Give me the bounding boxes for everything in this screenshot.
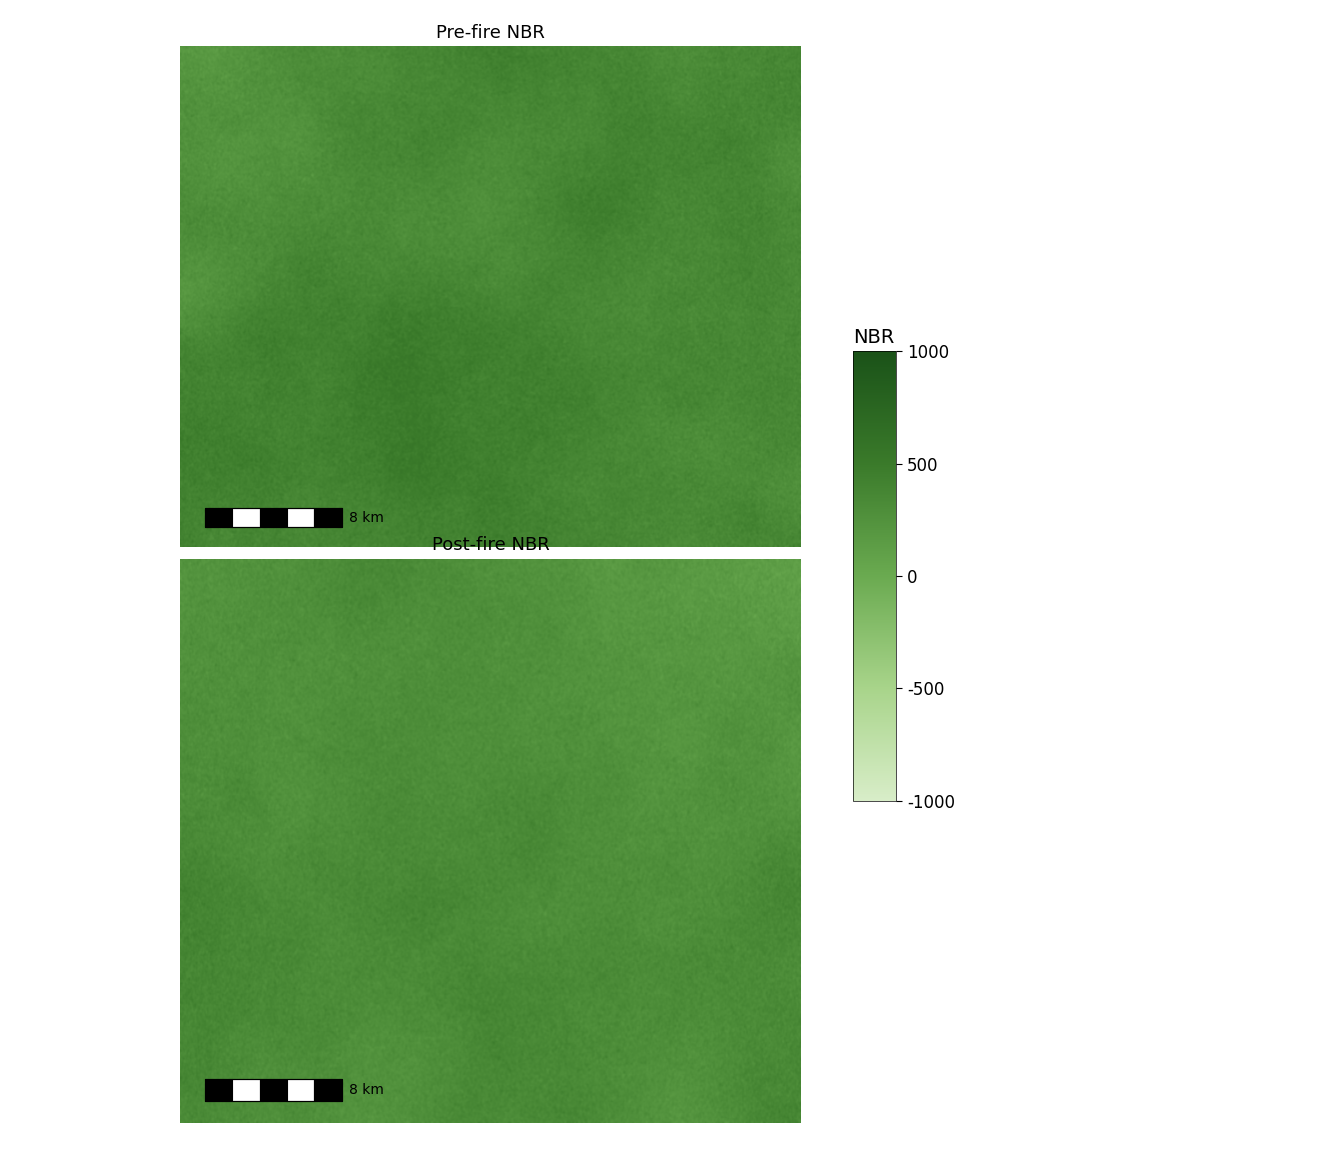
Bar [286, 508, 314, 528]
Bar [204, 508, 233, 528]
Bar [204, 508, 341, 528]
Title: Pre-fire NBR: Pre-fire NBR [435, 24, 546, 41]
Text: 8 km: 8 km [349, 510, 384, 524]
Bar [233, 1079, 259, 1100]
Text: NBR: NBR [853, 328, 895, 347]
Bar [204, 1079, 341, 1100]
Title: Post-fire NBR: Post-fire NBR [431, 537, 550, 554]
Bar [314, 1079, 341, 1100]
Bar [259, 1079, 286, 1100]
Bar [204, 1079, 233, 1100]
Bar [259, 508, 286, 528]
Text: 8 km: 8 km [349, 1083, 384, 1097]
Bar [286, 1079, 314, 1100]
Bar [233, 508, 259, 528]
Bar [314, 508, 341, 528]
